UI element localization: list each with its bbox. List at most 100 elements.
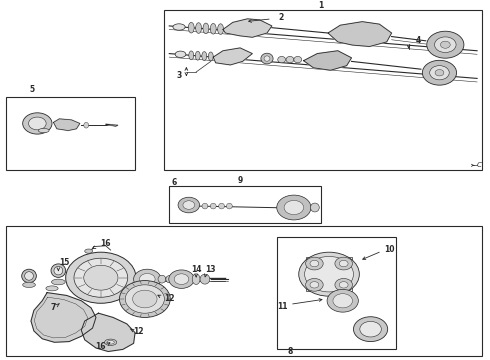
Text: 1: 1 xyxy=(318,1,323,10)
Ellipse shape xyxy=(202,203,208,209)
Ellipse shape xyxy=(203,23,209,34)
Circle shape xyxy=(133,290,157,308)
Circle shape xyxy=(422,60,457,85)
Ellipse shape xyxy=(200,274,210,284)
Text: 14: 14 xyxy=(191,265,201,274)
Ellipse shape xyxy=(22,269,36,283)
Ellipse shape xyxy=(189,51,194,60)
Ellipse shape xyxy=(166,276,172,283)
Text: 15: 15 xyxy=(59,258,70,267)
Ellipse shape xyxy=(210,203,216,209)
Circle shape xyxy=(169,270,194,288)
Polygon shape xyxy=(31,293,96,342)
Text: 9: 9 xyxy=(238,176,243,185)
Text: 6: 6 xyxy=(172,178,177,187)
Circle shape xyxy=(66,252,136,303)
Circle shape xyxy=(306,257,323,270)
Ellipse shape xyxy=(210,23,216,34)
Circle shape xyxy=(277,195,311,220)
Ellipse shape xyxy=(311,203,319,212)
Ellipse shape xyxy=(294,57,302,63)
Circle shape xyxy=(183,201,195,209)
Bar xyxy=(164,10,482,170)
Text: 16: 16 xyxy=(100,239,111,248)
Ellipse shape xyxy=(188,22,194,33)
Circle shape xyxy=(430,66,449,80)
Ellipse shape xyxy=(24,272,33,280)
Circle shape xyxy=(28,117,46,130)
Circle shape xyxy=(178,197,199,213)
Ellipse shape xyxy=(85,249,93,253)
Text: C: C xyxy=(477,162,482,168)
Text: 2: 2 xyxy=(278,13,283,22)
Ellipse shape xyxy=(173,24,185,30)
Ellipse shape xyxy=(84,122,89,128)
Ellipse shape xyxy=(46,286,58,291)
Ellipse shape xyxy=(286,57,294,63)
Polygon shape xyxy=(106,124,118,126)
Bar xyxy=(306,257,352,291)
Circle shape xyxy=(125,285,164,313)
Ellipse shape xyxy=(226,203,232,209)
Polygon shape xyxy=(223,19,272,37)
Text: 11: 11 xyxy=(277,302,287,311)
Circle shape xyxy=(333,294,352,308)
Circle shape xyxy=(335,278,352,291)
Circle shape xyxy=(284,201,304,215)
Circle shape xyxy=(335,257,352,270)
Text: 5: 5 xyxy=(30,85,35,94)
Ellipse shape xyxy=(51,279,65,285)
Bar xyxy=(5,226,482,356)
Circle shape xyxy=(74,258,128,297)
Ellipse shape xyxy=(196,23,201,33)
Ellipse shape xyxy=(104,339,117,346)
Text: 7: 7 xyxy=(51,303,56,312)
Ellipse shape xyxy=(192,274,200,284)
Circle shape xyxy=(441,41,450,48)
Ellipse shape xyxy=(218,24,223,35)
Ellipse shape xyxy=(278,57,286,63)
Circle shape xyxy=(339,282,348,288)
Ellipse shape xyxy=(158,275,166,283)
Circle shape xyxy=(84,265,118,290)
Text: 16: 16 xyxy=(96,342,106,351)
Polygon shape xyxy=(328,22,392,46)
Ellipse shape xyxy=(219,203,224,209)
Text: 10: 10 xyxy=(384,245,394,254)
Circle shape xyxy=(310,282,319,288)
Ellipse shape xyxy=(208,52,213,61)
Circle shape xyxy=(305,256,353,292)
Ellipse shape xyxy=(107,341,114,344)
Circle shape xyxy=(360,321,381,337)
Text: 4: 4 xyxy=(416,36,421,45)
Ellipse shape xyxy=(51,264,66,277)
Ellipse shape xyxy=(23,282,35,288)
Polygon shape xyxy=(53,119,80,131)
Circle shape xyxy=(327,289,358,312)
Text: 8: 8 xyxy=(287,347,293,356)
Circle shape xyxy=(435,37,456,53)
Text: 12: 12 xyxy=(164,294,174,303)
Ellipse shape xyxy=(261,53,273,64)
Ellipse shape xyxy=(175,51,186,58)
Circle shape xyxy=(310,260,319,267)
Bar xyxy=(169,185,321,223)
Ellipse shape xyxy=(264,56,270,61)
Circle shape xyxy=(339,260,348,267)
Circle shape xyxy=(299,252,359,296)
Bar xyxy=(277,237,396,349)
Ellipse shape xyxy=(54,266,63,275)
Text: 13: 13 xyxy=(205,265,216,274)
Circle shape xyxy=(134,269,161,289)
Circle shape xyxy=(435,69,444,76)
Text: 12: 12 xyxy=(133,327,144,336)
Bar xyxy=(5,97,135,170)
Ellipse shape xyxy=(196,51,200,60)
Circle shape xyxy=(353,317,388,342)
Polygon shape xyxy=(81,313,135,351)
Ellipse shape xyxy=(38,129,49,133)
Ellipse shape xyxy=(202,51,207,60)
Circle shape xyxy=(23,113,52,134)
Circle shape xyxy=(140,274,155,285)
Polygon shape xyxy=(213,48,252,65)
